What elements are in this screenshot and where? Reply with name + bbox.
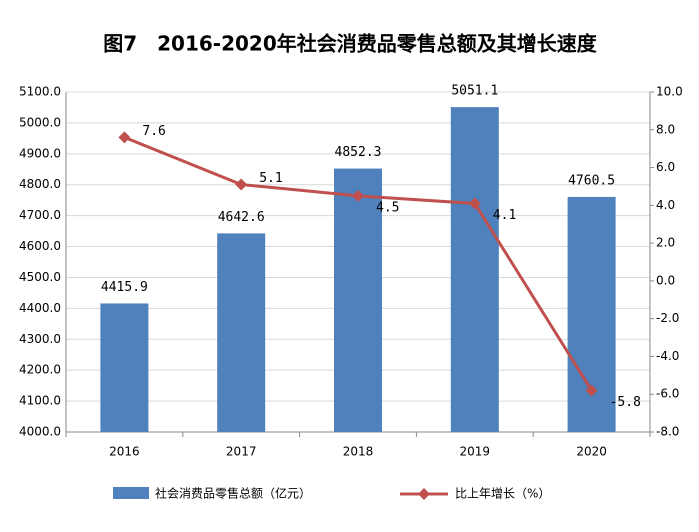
line-marker — [468, 197, 481, 210]
y-tick-label: 4200.0 — [19, 363, 61, 377]
value-label: 4760.5 — [568, 173, 615, 188]
y-tick-label: 4800.0 — [19, 177, 61, 191]
line-marker — [235, 178, 248, 191]
chart-title: 图7 2016-2020年社会消费品零售总额及其增长速度 — [103, 32, 598, 56]
y-tick-label: 4900.0 — [19, 146, 61, 160]
y2-tick-label: -6.0 — [656, 387, 679, 401]
value-label: 4852.3 — [335, 145, 382, 160]
y2-tick-label: -4.0 — [656, 349, 679, 363]
y2-tick-label: 4.0 — [656, 198, 675, 212]
y-tick-label: 4700.0 — [19, 208, 61, 222]
bar — [217, 233, 266, 432]
y2-tick-label: 10.0 — [656, 85, 683, 99]
value-label: 7.6 — [142, 124, 165, 139]
y2-tick-label: 2.0 — [656, 236, 675, 250]
y2-tick-label: -8.0 — [656, 425, 679, 439]
x-tick-label: 2019 — [460, 445, 491, 459]
y-tick-label: 4000.0 — [19, 425, 61, 439]
x-tick-label: 2017 — [226, 445, 257, 459]
legend-label: 比上年增长（%） — [455, 487, 550, 501]
y2-tick-label: -2.0 — [656, 311, 679, 325]
value-label: 4.1 — [493, 208, 516, 223]
line-marker — [352, 189, 364, 202]
legend-marker — [418, 488, 430, 500]
value-label: 4642.6 — [218, 210, 265, 225]
y-tick-label: 4100.0 — [19, 394, 61, 408]
y-tick-label: 5100.0 — [19, 85, 61, 99]
y-tick-label: 4500.0 — [19, 270, 61, 284]
legend-swatch — [113, 487, 149, 499]
y2-tick-label: 6.0 — [656, 160, 675, 174]
value-label: 5.1 — [259, 171, 282, 186]
bar — [450, 107, 499, 432]
line-marker — [585, 384, 598, 397]
x-tick-label: 2020 — [576, 445, 607, 459]
value-label: 4415.9 — [101, 280, 148, 295]
y-tick-label: 4600.0 — [19, 239, 61, 253]
legend-label: 社会消费品零售总额（亿元） — [155, 486, 311, 501]
y2-tick-label: 0.0 — [656, 273, 675, 287]
y-tick-label: 4400.0 — [19, 301, 61, 315]
x-tick-label: 2016 — [109, 445, 140, 459]
y2-tick-label: 8.0 — [656, 122, 675, 136]
bar — [334, 168, 382, 432]
bar — [567, 196, 616, 432]
value-label: -5.8 — [610, 395, 641, 410]
y-tick-label: 4300.0 — [19, 332, 61, 346]
x-tick-label: 2018 — [343, 445, 374, 459]
bar — [100, 303, 149, 432]
line-marker — [118, 131, 131, 144]
value-label: 5051.1 — [451, 84, 498, 99]
y-tick-label: 5000.0 — [19, 115, 61, 129]
value-label: 4.5 — [376, 200, 399, 215]
